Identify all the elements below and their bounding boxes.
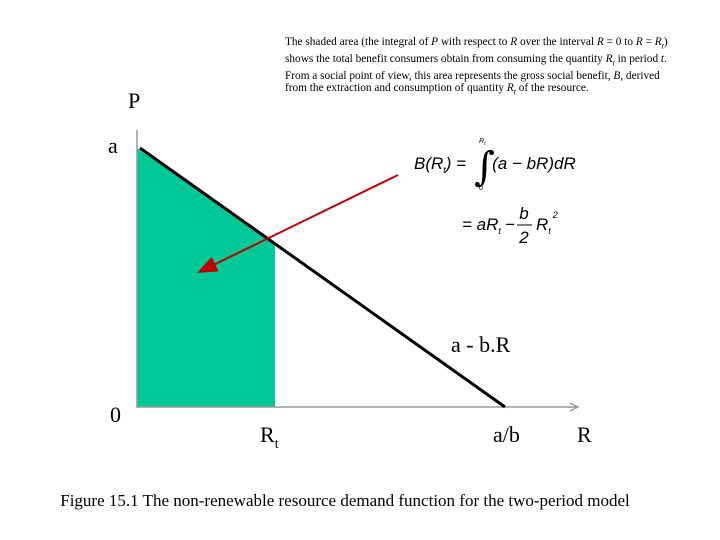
- annotation-text: = 0 to: [603, 36, 636, 48]
- pointer-arrow: [197, 174, 399, 273]
- formula-tail: Rt2: [536, 210, 558, 236]
- annotation-text: R: [605, 52, 613, 65]
- formula-part: ) =: [444, 154, 466, 173]
- annotation-text: P: [431, 36, 439, 48]
- annotation-text: t: [661, 41, 664, 51]
- integral-upper: Rt: [479, 138, 486, 147]
- curve-label: a - b.R: [451, 332, 511, 357]
- formula-part: 2: [552, 210, 558, 220]
- x-intercept-label: a/b: [493, 422, 520, 447]
- annotation-text: t: [660, 52, 665, 65]
- annotation-text: B: [613, 69, 621, 82]
- annotation-text: The shaded area (the integral of: [285, 36, 432, 48]
- fraction-num: b: [519, 204, 528, 223]
- annotation-text: .: [664, 52, 667, 65]
- intercept-label: a: [108, 133, 118, 158]
- formula-part: (a − bR)dR: [492, 154, 576, 173]
- formula-line1: B(Rt) = (a − bR)dR: [414, 154, 576, 175]
- demand-line: [139, 146, 506, 409]
- annotation-text: From a social point of view, this area r…: [285, 69, 614, 82]
- quantity-label: Rt: [260, 422, 279, 452]
- formula-part: = aR: [462, 215, 498, 234]
- annotation-text: t: [612, 58, 615, 68]
- annotation-text: t: [513, 87, 516, 97]
- quantity-base: R: [260, 422, 275, 447]
- caption: Figure 15.1 The non-renewable resource d…: [60, 491, 630, 510]
- annotation-paragraph: The shaded area (the integral of P with …: [285, 36, 680, 70]
- annotation-text: R: [635, 36, 643, 48]
- annotation-paragraph: From a social point of view, this area r…: [285, 70, 680, 99]
- integral-lower: 0: [479, 185, 483, 192]
- annotation-text: R: [596, 36, 604, 48]
- formula-part: −: [505, 215, 515, 234]
- formula-part: t: [484, 141, 486, 147]
- shaded-area: [137, 148, 275, 407]
- annotation-text: ) shows the total benefit consumers obta…: [285, 36, 668, 65]
- annotation-text: R: [510, 36, 518, 48]
- formula-part: t: [548, 226, 551, 236]
- fraction-den: 2: [518, 228, 529, 247]
- annotation-text: of the resource.: [515, 82, 589, 95]
- annotation-text: , derived from the extraction and consum…: [285, 69, 660, 95]
- annotation-text: R: [506, 82, 514, 95]
- annotation-text: in period: [614, 52, 661, 65]
- annotation-text: with respect to: [438, 36, 511, 48]
- formula-part: B(R: [414, 154, 443, 173]
- annotation-text: R: [654, 36, 662, 48]
- formula-part: t: [498, 226, 501, 236]
- x-axis-arrow: [569, 402, 580, 412]
- x-axis-label: R: [577, 422, 592, 447]
- annotation-text: over the interval: [517, 36, 597, 48]
- formula-part: t: [443, 165, 446, 175]
- quantity-sub: t: [275, 437, 279, 452]
- origin-label: 0: [110, 402, 121, 427]
- integral-sign: ∫: [474, 144, 495, 190]
- formula-part: R: [536, 215, 548, 234]
- y-axis-label: P: [128, 88, 140, 113]
- annotation: The shaded area (the integral of P with …: [285, 36, 680, 99]
- formula-line2: = aRt −: [462, 215, 515, 236]
- annotation-text: =: [642, 36, 655, 48]
- formula-part: R: [479, 138, 484, 145]
